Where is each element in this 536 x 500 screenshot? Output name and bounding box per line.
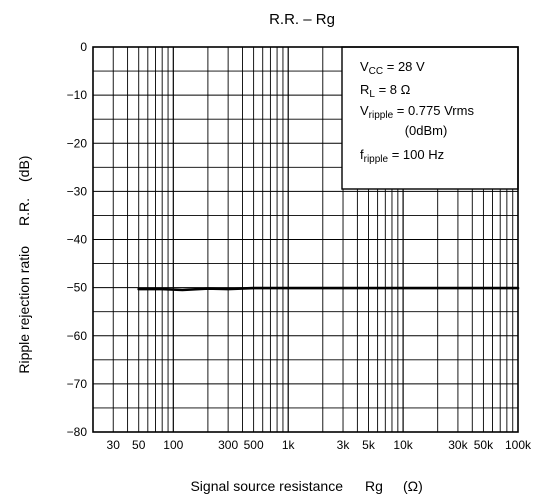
condition-vcc: VCC = 28 V <box>360 59 425 77</box>
series-line <box>137 286 520 292</box>
y-axis-label: Ripple rejection ratio R.R. (dB) <box>16 156 32 374</box>
condition-fripple-main: f <box>360 147 364 162</box>
chart-title: R.R. – Rg <box>269 11 335 28</box>
x-tick-label: 100 <box>163 438 183 452</box>
x-tick-label: 50 <box>132 438 146 452</box>
condition-vripple: Vripple = 0.775 Vrms <box>360 103 474 121</box>
condition-vripple-sub: ripple <box>369 110 394 121</box>
condition-fripple-sub: ripple <box>364 154 389 165</box>
condition-vripple-rest: = 0.775 Vrms <box>393 103 474 118</box>
condition-rl-rest: = 8 Ω <box>375 82 411 97</box>
x-tick-labels: 30 50 100 300 500 1k 3k 5k 10k 30k 50k 100k <box>107 438 532 452</box>
y-tick-labels: 0 −10 −20 −30 −40 −50 −60 −70 −80 <box>67 40 88 439</box>
condition-vcc-rest: = 28 V <box>383 59 425 74</box>
plot-frame <box>92 46 519 433</box>
series-layer <box>137 286 520 292</box>
condition-fripple: fripple = 100 Hz <box>360 147 444 165</box>
y-tick-label: −40 <box>67 233 88 247</box>
x-tick-label: 10k <box>393 438 413 452</box>
x-axis-label-symbol: Rg <box>365 478 383 494</box>
condition-rl-sub: L <box>369 89 375 100</box>
x-tick-label: 100k <box>505 438 532 452</box>
condition-rl-main: R <box>360 82 369 97</box>
condition-fripple-rest: = 100 Hz <box>388 147 444 162</box>
y-axis-label-symbol: R.R. <box>16 198 32 226</box>
condition-vcc-sub: CC <box>369 66 383 77</box>
y-tick-label: −50 <box>67 281 88 295</box>
y-tick-label: 0 <box>80 40 87 54</box>
y-tick-label: −70 <box>67 377 88 391</box>
y-axis-label-unit: (dB) <box>16 156 32 182</box>
y-tick-label: −10 <box>67 88 88 102</box>
x-axis-label-text: Signal source resistance <box>190 478 343 494</box>
x-tick-label: 500 <box>244 438 264 452</box>
y-tick-label: −60 <box>67 329 88 343</box>
condition-vcc-main: V <box>360 59 369 74</box>
x-tick-label: 300 <box>218 438 238 452</box>
y-tick-label: −20 <box>67 136 88 150</box>
x-axis-label: Signal source resistance Rg (Ω) <box>190 478 422 494</box>
condition-vripple-main: V <box>360 103 369 118</box>
condition-rl: RL = 8 Ω <box>360 82 411 100</box>
conditions-box: VCC = 28 V RL = 8 Ω Vripple = 0.775 Vrms… <box>341 46 519 190</box>
x-tick-label: 30k <box>448 438 468 452</box>
y-tick-label: −80 <box>67 425 88 439</box>
conditions-box-frame <box>341 46 519 190</box>
y-axis-label-text: Ripple rejection ratio <box>16 246 32 374</box>
x-tick-label: 30 <box>107 438 121 452</box>
x-tick-label: 1k <box>282 438 296 452</box>
x-tick-label: 3k <box>337 438 351 452</box>
x-tick-label: 5k <box>362 438 376 452</box>
y-tick-label: −30 <box>67 184 88 198</box>
condition-vripple-dbm: (0dBm) <box>405 123 448 138</box>
x-axis-label-unit: (Ω) <box>403 478 423 494</box>
x-tick-label: 50k <box>474 438 494 452</box>
